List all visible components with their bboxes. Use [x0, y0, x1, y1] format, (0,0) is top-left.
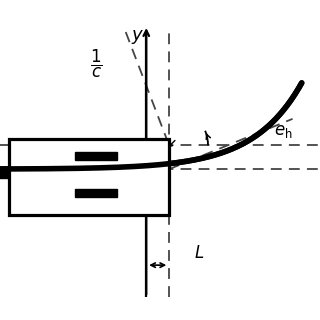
Text: $e_{\mathrm{h}}$: $e_{\mathrm{h}}$	[274, 123, 293, 140]
Text: $\dfrac{1}{c}$: $\dfrac{1}{c}$	[90, 48, 102, 80]
Text: $L$: $L$	[194, 245, 204, 262]
Bar	[0, 168, 8, 178]
Bar	[76, 152, 116, 160]
Bar	[9, 140, 169, 215]
Bar	[76, 189, 116, 197]
Text: $y$: $y$	[132, 28, 145, 45]
